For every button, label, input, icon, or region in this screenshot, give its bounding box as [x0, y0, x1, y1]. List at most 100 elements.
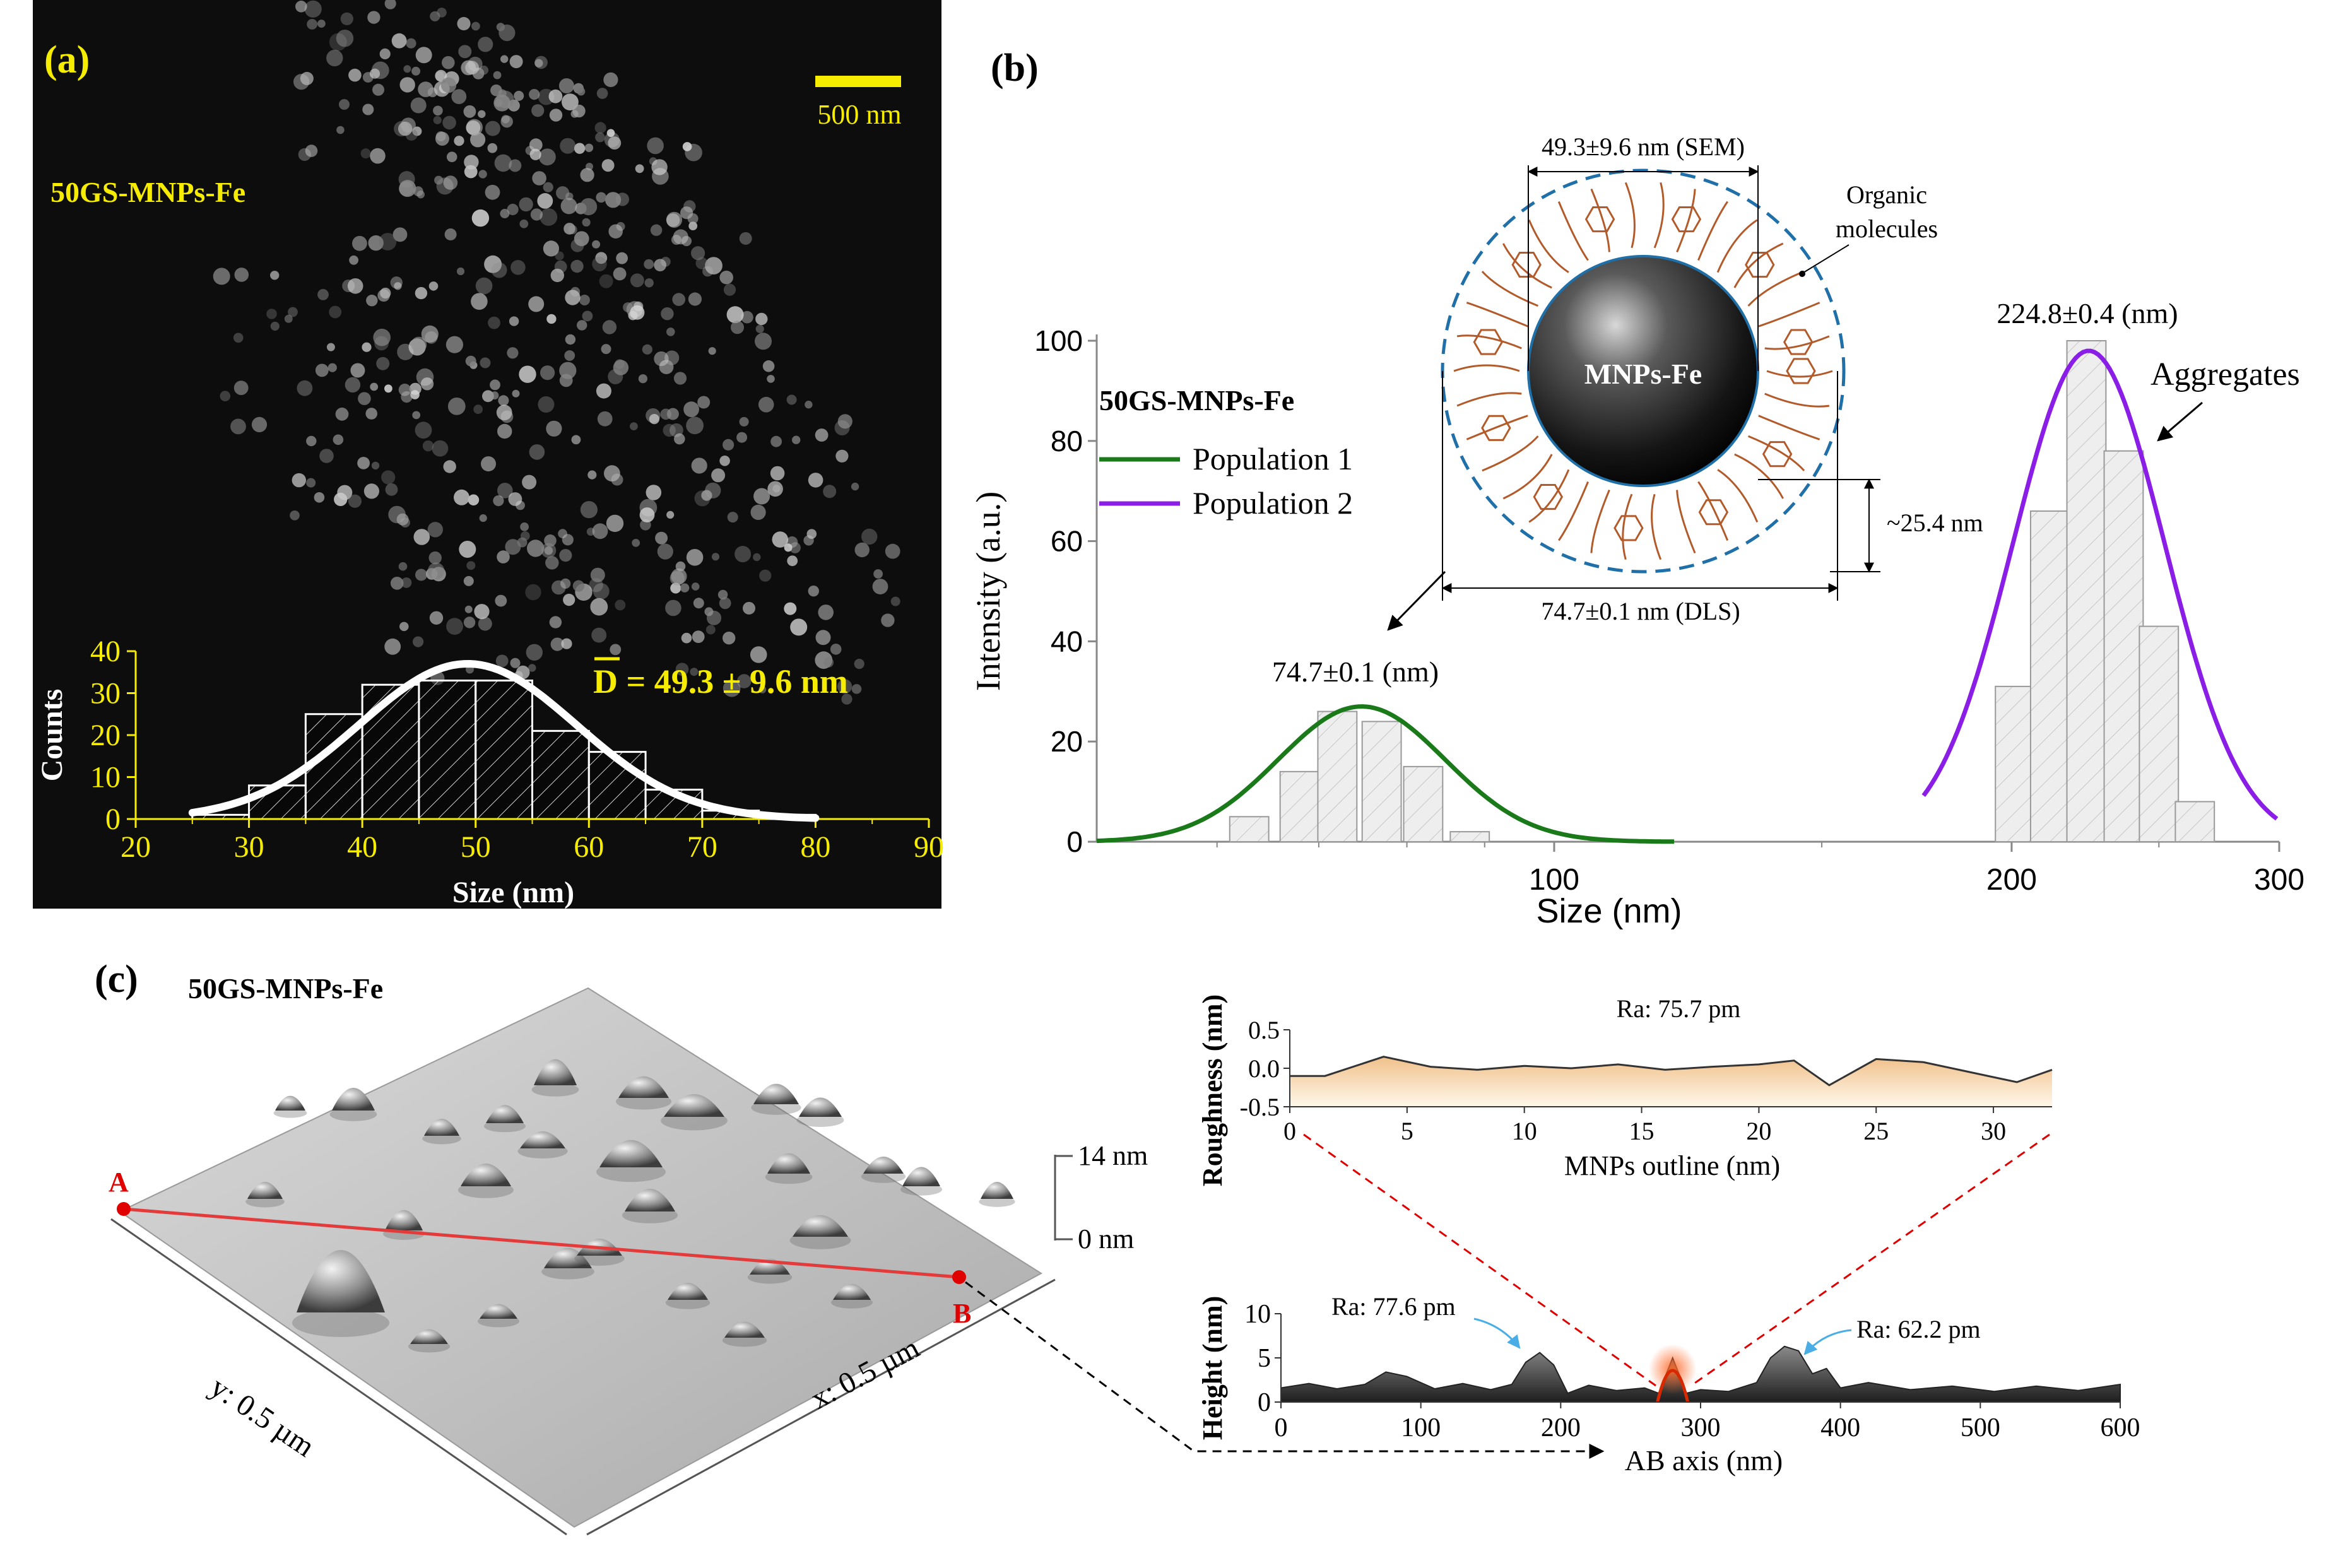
sem-particle — [350, 363, 365, 378]
sem-particle — [787, 555, 798, 567]
sem-particle — [443, 460, 456, 473]
sem-particle — [705, 625, 716, 635]
molecule-chain — [1697, 201, 1728, 261]
sem-particle — [233, 380, 249, 396]
molecule-ring — [1671, 206, 1702, 233]
sem-particle — [666, 327, 675, 336]
sem-particle — [470, 132, 486, 148]
sem-particle — [300, 71, 314, 85]
sem-particle — [650, 224, 663, 236]
molecule-chain — [1502, 243, 1552, 289]
sem-particle — [705, 257, 723, 274]
sem-particle — [750, 504, 766, 521]
molecule-chain — [1528, 469, 1570, 523]
sem-particle — [665, 599, 681, 616]
sem-particle — [642, 344, 652, 355]
sem-particle — [335, 407, 349, 421]
sem-particle — [572, 104, 586, 118]
sem-particle — [270, 321, 280, 331]
sem-particle — [463, 105, 476, 118]
sem-particle — [727, 512, 738, 523]
molecule-chain — [1748, 435, 1805, 471]
sem-particle — [755, 333, 772, 350]
sem-particle — [372, 83, 384, 96]
afm-bump — [902, 1167, 940, 1186]
sem-particle — [758, 396, 774, 413]
sem-particle — [362, 342, 372, 352]
point-b-marker — [952, 1270, 966, 1284]
sem-particle — [635, 164, 644, 174]
molecule-ring — [1786, 358, 1816, 384]
sem-particle — [432, 440, 449, 457]
sem-particle — [647, 137, 664, 155]
sem-particle — [475, 277, 493, 295]
organic-molecules-drawing — [1453, 182, 1833, 560]
dls-bar — [1361, 721, 1402, 842]
sem-particle — [623, 302, 633, 312]
molecule-chain — [1466, 415, 1528, 440]
sem-particle — [697, 396, 711, 409]
dls-y-tick-label: 80 — [1051, 425, 1083, 457]
sem-particle — [686, 416, 704, 435]
molecule-chain — [1528, 220, 1569, 273]
sem-particle — [719, 597, 731, 610]
panel-a: (a) 500 nm 50GS-MNPs-Fe 20 30 40 50 60 70 80 90… — [33, 0, 944, 909]
afm-bump — [799, 1097, 842, 1117]
sem-particle — [485, 121, 500, 136]
panel-c-label: (c) — [95, 958, 138, 1001]
hist-x-tick-label: 60 — [574, 830, 604, 864]
sem-particle — [739, 232, 752, 245]
afm-bump — [275, 1095, 305, 1111]
sem-particle — [670, 582, 681, 594]
sem-particle — [561, 638, 572, 649]
sem-particle — [549, 109, 563, 122]
dls-size-label: 74.7±0.1 nm (DLS) — [1541, 597, 1740, 625]
hist-y-tick-label: 30 — [90, 677, 121, 710]
molecule-chain — [1590, 188, 1610, 252]
afm-bump — [724, 1321, 765, 1338]
hist-y-axis-title: Counts — [35, 689, 69, 782]
afm-bump — [664, 1094, 724, 1117]
sem-particle — [580, 198, 598, 216]
height-y-axis-title: Height (nm) — [1197, 1296, 1228, 1441]
height-y-tick-label: 10 — [1244, 1300, 1271, 1329]
sem-particle — [446, 151, 457, 162]
sem-particle — [890, 596, 900, 606]
sem-particle — [577, 87, 586, 96]
molecule-ring — [1481, 415, 1511, 441]
sem-particle — [516, 665, 530, 680]
gaussian-fit-curve — [188, 659, 820, 822]
sem-particle — [753, 488, 770, 505]
sem-particle — [367, 11, 381, 24]
sem-particle — [366, 295, 378, 307]
sem-particle — [608, 224, 623, 239]
sem-particle — [731, 321, 744, 334]
sem-particle — [525, 584, 541, 601]
sem-particle — [307, 19, 317, 30]
sem-particle — [292, 473, 306, 488]
sem-particle — [348, 494, 362, 508]
sem-particle — [392, 227, 408, 242]
sem-particle — [595, 252, 608, 264]
ra-right-arrow — [1803, 1329, 1852, 1355]
sem-particle — [471, 21, 480, 31]
sem-particle — [488, 316, 500, 329]
sem-particle — [644, 259, 654, 269]
sem-particle — [657, 543, 673, 560]
sem-particle — [376, 357, 390, 370]
afm-bump-shadow — [531, 1083, 579, 1097]
afm-bump — [981, 1182, 1013, 1199]
sem-particle — [398, 121, 413, 136]
sem-particle — [560, 138, 576, 154]
sem-particle — [823, 485, 837, 498]
sem-particle — [508, 492, 522, 506]
sem-particle — [415, 569, 427, 581]
afm-bump — [461, 1164, 511, 1186]
dls-bar — [2103, 450, 2144, 842]
sem-particle — [603, 72, 618, 87]
rough-x-tick-label: 25 — [1863, 1117, 1889, 1145]
sem-particle — [327, 363, 337, 372]
sem-particle — [233, 333, 244, 343]
molecule-chain — [1764, 335, 1830, 350]
panel-b-label: (b) — [991, 47, 1039, 90]
